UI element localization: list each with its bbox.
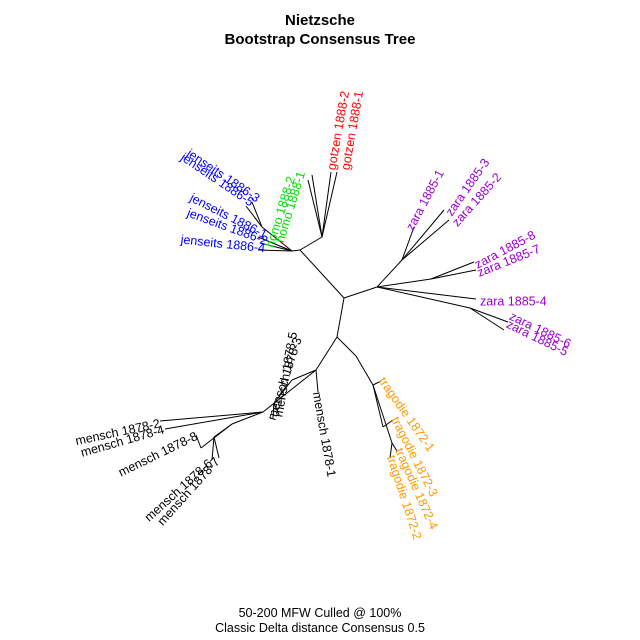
leaf-branch bbox=[389, 442, 393, 459]
leaf-branch bbox=[376, 286, 477, 300]
leaf-label-zara-1885-1: zara 1885-1 bbox=[403, 167, 447, 233]
leaf-branch bbox=[272, 402, 275, 419]
internal-branch bbox=[299, 249, 345, 299]
internal-branch bbox=[376, 286, 471, 309]
chart-subtitle: Bootstrap Consensus Tree bbox=[224, 31, 416, 48]
leaf-branch bbox=[213, 436, 220, 459]
leaf-branch bbox=[159, 411, 264, 422]
leaf-branch bbox=[321, 171, 332, 238]
leaf-branch bbox=[315, 369, 319, 393]
internal-branch bbox=[372, 384, 384, 428]
caption-parameters: 50-200 MFW Culled @ 100% bbox=[238, 606, 402, 620]
leaf-branch bbox=[382, 419, 394, 428]
internal-branch bbox=[231, 411, 264, 425]
internal-branch bbox=[376, 278, 432, 288]
internal-branch bbox=[299, 236, 323, 251]
leaf-branch bbox=[164, 411, 264, 430]
internal-branch bbox=[315, 336, 338, 371]
leaf-branch bbox=[401, 226, 415, 261]
leaf-branch bbox=[211, 436, 215, 461]
leaf-branch bbox=[245, 205, 263, 228]
leaf-branch bbox=[311, 174, 323, 238]
internal-branch bbox=[372, 384, 393, 444]
leaf-branch bbox=[469, 307, 509, 323]
leaf-branch bbox=[372, 380, 382, 386]
internal-branch bbox=[291, 369, 317, 381]
leaf-branch bbox=[257, 236, 293, 252]
leaf-branch bbox=[307, 179, 323, 238]
internal-branch bbox=[273, 379, 293, 404]
leaf-label-mensch-1878-6: mensch 1878-6 bbox=[142, 456, 215, 524]
tree-branches bbox=[159, 171, 509, 461]
internal-branch bbox=[336, 297, 345, 338]
leaf-branch bbox=[430, 261, 475, 280]
leaf-branch bbox=[321, 171, 338, 238]
leaf-branch bbox=[401, 219, 450, 261]
leaf-branch bbox=[273, 402, 280, 416]
leaf-branch bbox=[401, 209, 445, 261]
internal-branch bbox=[376, 259, 403, 288]
internal-branch bbox=[291, 249, 301, 252]
internal-branch bbox=[200, 423, 233, 449]
leaf-branch bbox=[251, 201, 263, 228]
chart-title: Nietzsche bbox=[284, 12, 356, 29]
leaf-branch bbox=[469, 307, 505, 331]
leaf-branch bbox=[259, 242, 293, 252]
internal-branch bbox=[343, 286, 378, 299]
leaf-branch bbox=[195, 434, 202, 449]
caption-method: Classic Delta distance Consensus 0.5 bbox=[215, 621, 425, 635]
internal-branch bbox=[355, 355, 374, 386]
leaf-label-mensch-1878-1: mensch 1878-1 bbox=[310, 391, 339, 478]
internal-branch bbox=[262, 369, 317, 413]
leaf-branch bbox=[391, 442, 398, 452]
internal-branch bbox=[261, 226, 293, 252]
leaf-branch bbox=[257, 249, 293, 252]
leaf-branch bbox=[430, 269, 477, 280]
leaf-label-zara-1885-4: zara 1885-4 bbox=[480, 294, 547, 308]
internal-branch bbox=[336, 336, 357, 357]
